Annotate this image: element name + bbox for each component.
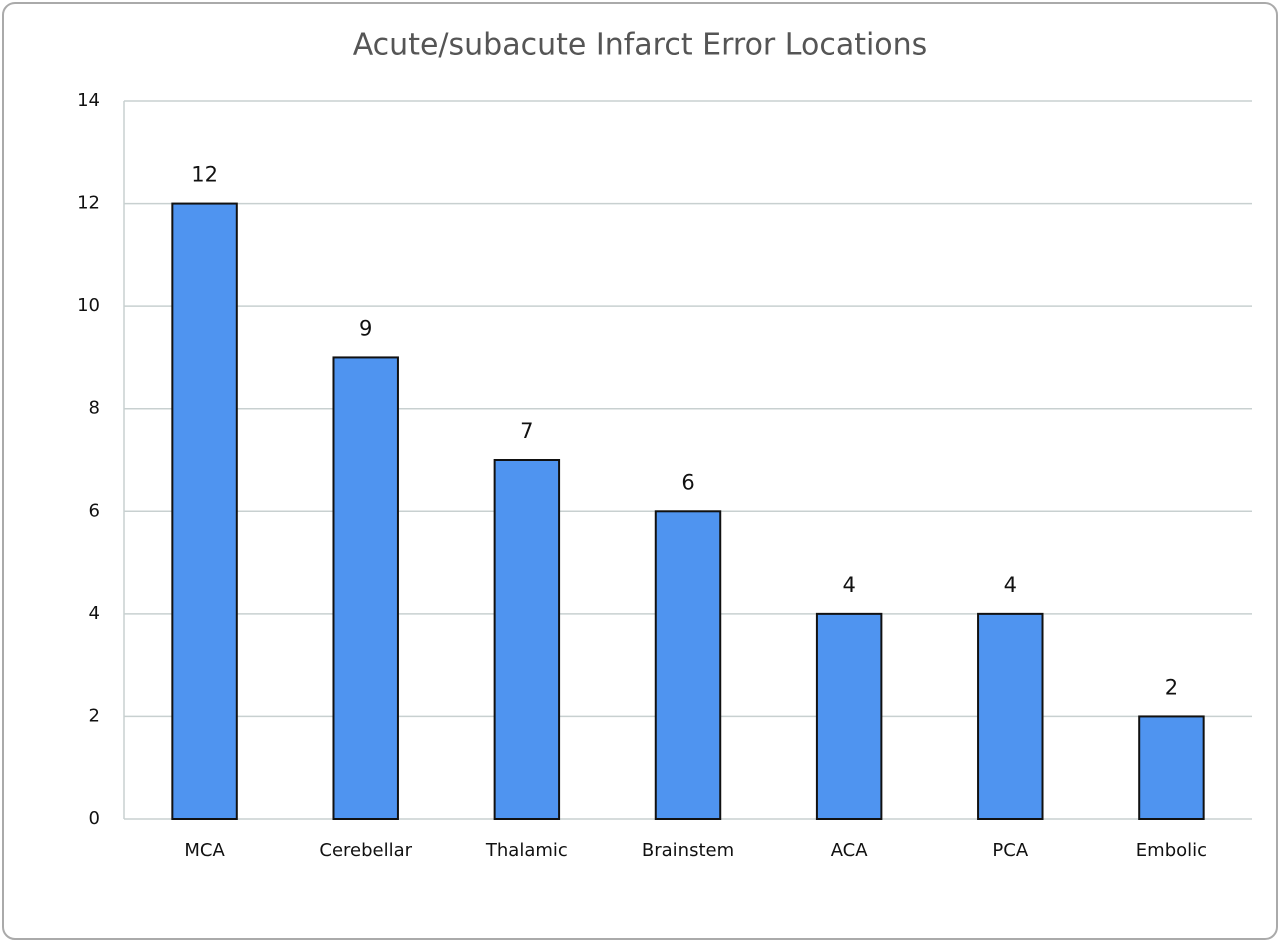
y-tick-label: 6 [89, 500, 100, 521]
x-tick-label: Cerebellar [319, 840, 412, 861]
x-tick-label: PCA [992, 840, 1028, 861]
bar [654, 510, 722, 820]
bar [1138, 715, 1205, 821]
y-tick-label: 14 [77, 90, 100, 111]
value-label: 7 [520, 419, 533, 443]
bar [815, 612, 883, 820]
bar [493, 459, 561, 820]
bar [332, 356, 399, 820]
y-tick-label: 2 [89, 705, 100, 726]
y-tick-label: 12 [77, 193, 100, 214]
y-tick-label: 0 [89, 808, 100, 829]
y-tick-label: 10 [77, 295, 100, 316]
x-tick-label: ACA [831, 840, 869, 861]
x-tick-label: Brainstem [642, 840, 734, 861]
value-label: 2 [1165, 675, 1178, 699]
value-label: 4 [842, 573, 855, 597]
value-label: 12 [191, 163, 218, 187]
x-tick-label: Embolic [1136, 840, 1207, 861]
bar [171, 202, 238, 821]
value-label: 6 [681, 470, 694, 494]
value-label: 9 [359, 316, 372, 340]
y-tick-label: 4 [89, 603, 100, 624]
value-label: 4 [1004, 573, 1017, 597]
bar [977, 612, 1044, 820]
y-tick-label: 8 [89, 398, 100, 419]
x-tick-label: MCA [184, 840, 225, 861]
chart-title: Acute/subacute Infarct Error Locations [353, 28, 928, 63]
x-tick-label: Thalamic [485, 840, 568, 861]
